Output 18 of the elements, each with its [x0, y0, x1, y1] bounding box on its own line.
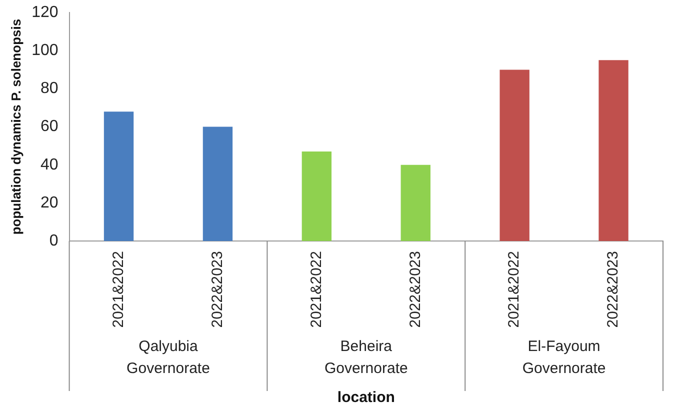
x-tick-label: 2021&2022 — [506, 251, 523, 328]
y-tick-label: 80 — [40, 80, 58, 98]
text: Qalyubia Governorate — [126, 338, 210, 377]
x-tick-label: 2022&2023 — [604, 251, 622, 328]
x-tick-label: 2021&2022 — [308, 251, 325, 328]
x-tick-label: 2021&2022 — [110, 251, 127, 328]
y-tick-label: 20 — [40, 194, 58, 212]
y-axis-title: population dynamics P. solenopsis — [8, 18, 24, 235]
y-tick-label: 100 — [32, 42, 58, 60]
text: Beheira Governorate — [324, 338, 408, 377]
y-tick-label: 60 — [40, 118, 58, 136]
text: El-Fayoum Governorate — [522, 338, 606, 377]
y-tick-label: 120 — [32, 4, 58, 22]
y-tick-label: 0 — [49, 232, 58, 250]
x-tick-label: 2022&2023 — [208, 251, 226, 328]
x-axis-title: location — [337, 389, 395, 406]
y-tick-label: 40 — [40, 156, 58, 174]
x-tick-label: 2022&2023 — [406, 251, 424, 328]
